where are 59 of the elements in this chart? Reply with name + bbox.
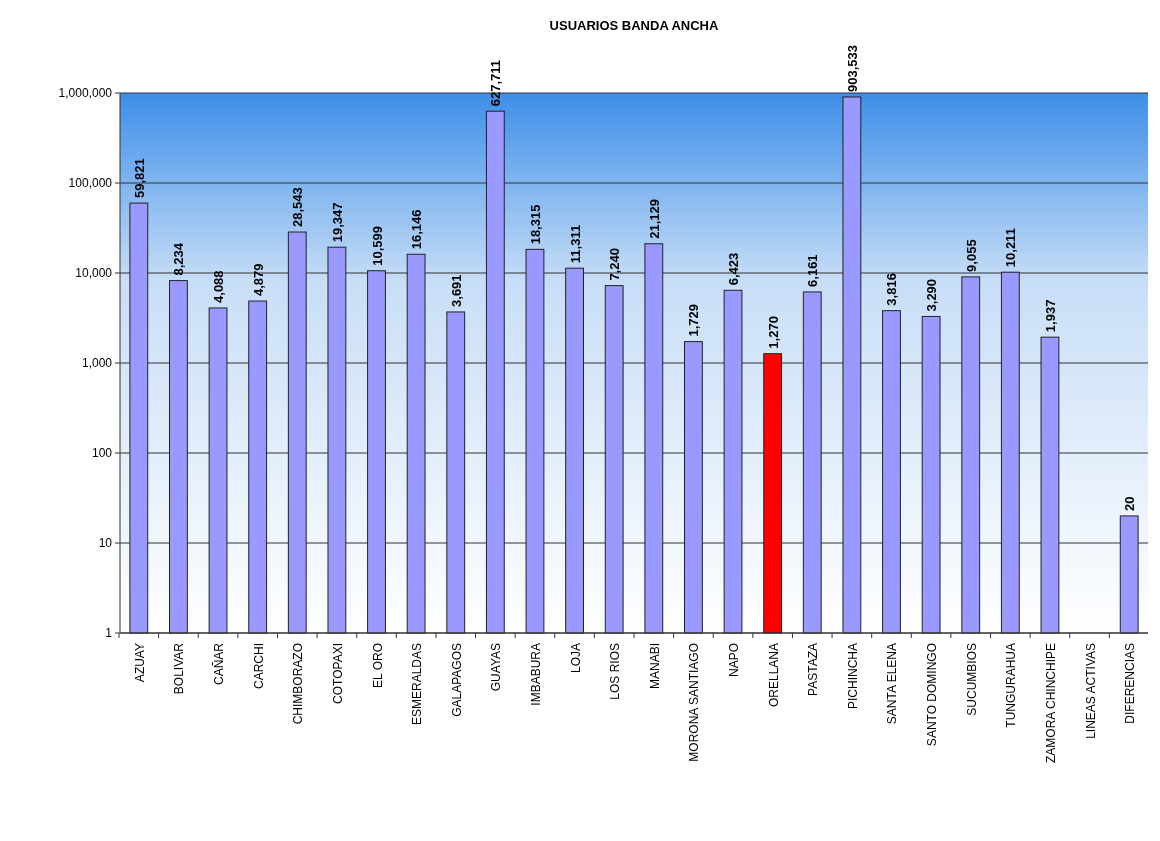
- x-tick-label: SUCUMBIOS: [964, 643, 979, 716]
- y-tick-label: 1: [105, 626, 113, 641]
- x-tick-label: GALAPAGOS: [449, 643, 464, 717]
- data-label: 3,290: [924, 278, 940, 312]
- x-tick-label: COTOPAXI: [330, 643, 345, 704]
- data-label: 10,599: [369, 225, 385, 266]
- x-tick-label: NAPO: [727, 643, 742, 678]
- data-label: 9,055: [963, 239, 979, 272]
- data-label: 1,937: [1042, 299, 1058, 333]
- x-tick-label: DIFERENCIAS: [1123, 643, 1138, 724]
- y-tick-label: 10: [98, 536, 113, 551]
- data-label: 3,691: [448, 274, 464, 307]
- x-tick-label: TUNGURAHUA: [1004, 643, 1019, 728]
- x-tick-label: LOS RIOS: [608, 643, 623, 700]
- x-tick-label: LOJA: [568, 643, 583, 674]
- x-tick-label: GUAYAS: [489, 643, 504, 692]
- y-tick-label: 100,000: [68, 176, 113, 191]
- x-tick-label: SANTA ELENA: [885, 643, 900, 725]
- y-tick-label: 1,000,000: [58, 86, 113, 101]
- data-label: 6,161: [805, 254, 821, 287]
- x-tick-label: LINEAS ACTIVAS: [1083, 643, 1098, 739]
- data-label: 1,270: [765, 316, 781, 349]
- data-label: 28,543: [290, 187, 306, 228]
- data-label: 1,729: [686, 304, 702, 337]
- data-label: 627,711: [488, 59, 504, 107]
- x-tick-label: ESMERALDAS: [410, 643, 425, 726]
- y-tick-label: 1,000: [81, 356, 113, 371]
- x-tick-label: CAÑAR: [212, 642, 227, 686]
- data-label: 8,234: [171, 242, 187, 276]
- data-label: 16,146: [409, 209, 425, 250]
- x-tick-label: SANTO DOMINGO: [925, 643, 940, 747]
- x-tick-label: IMBABURA: [528, 643, 543, 706]
- x-tick-label: CARCHI: [251, 643, 266, 690]
- x-tick-label: EL ORO: [370, 643, 385, 688]
- x-tick-label: PICHINCHA: [845, 643, 860, 710]
- data-label: 21,129: [646, 199, 662, 239]
- data-label: 10,211: [1003, 228, 1019, 268]
- data-label: 18,315: [527, 204, 543, 245]
- x-tick-label: BOLIVAR: [172, 642, 187, 695]
- data-label: 11,311: [567, 224, 583, 264]
- data-label: 19,347: [329, 202, 345, 243]
- chart-title: USUARIOS BANDA ANCHA: [549, 18, 719, 33]
- data-label: 59,821: [131, 158, 147, 199]
- x-tick-label: AZUAY: [132, 643, 147, 683]
- x-tick-label: CHIMBORAZO: [291, 643, 306, 725]
- x-tick-label: ORELLANA: [766, 643, 781, 708]
- x-tick-label: ZAMORA CHINCHIPE: [1043, 643, 1058, 764]
- data-label: 7,240: [607, 248, 623, 281]
- x-tick-label: MORONA SANTIAGO: [687, 643, 702, 762]
- x-tick-label: MANABI: [647, 643, 662, 690]
- data-label: 3,816: [884, 273, 900, 306]
- data-label: 4,088: [211, 270, 227, 303]
- y-tick-label: 100: [91, 446, 113, 461]
- data-label: 20: [1122, 496, 1138, 511]
- data-label: 4,879: [250, 263, 266, 297]
- x-tick-label: PASTAZA: [806, 643, 821, 696]
- y-tick-label: 10,000: [75, 266, 113, 281]
- data-label: 903,533: [844, 44, 860, 92]
- data-label: 6,423: [726, 252, 742, 286]
